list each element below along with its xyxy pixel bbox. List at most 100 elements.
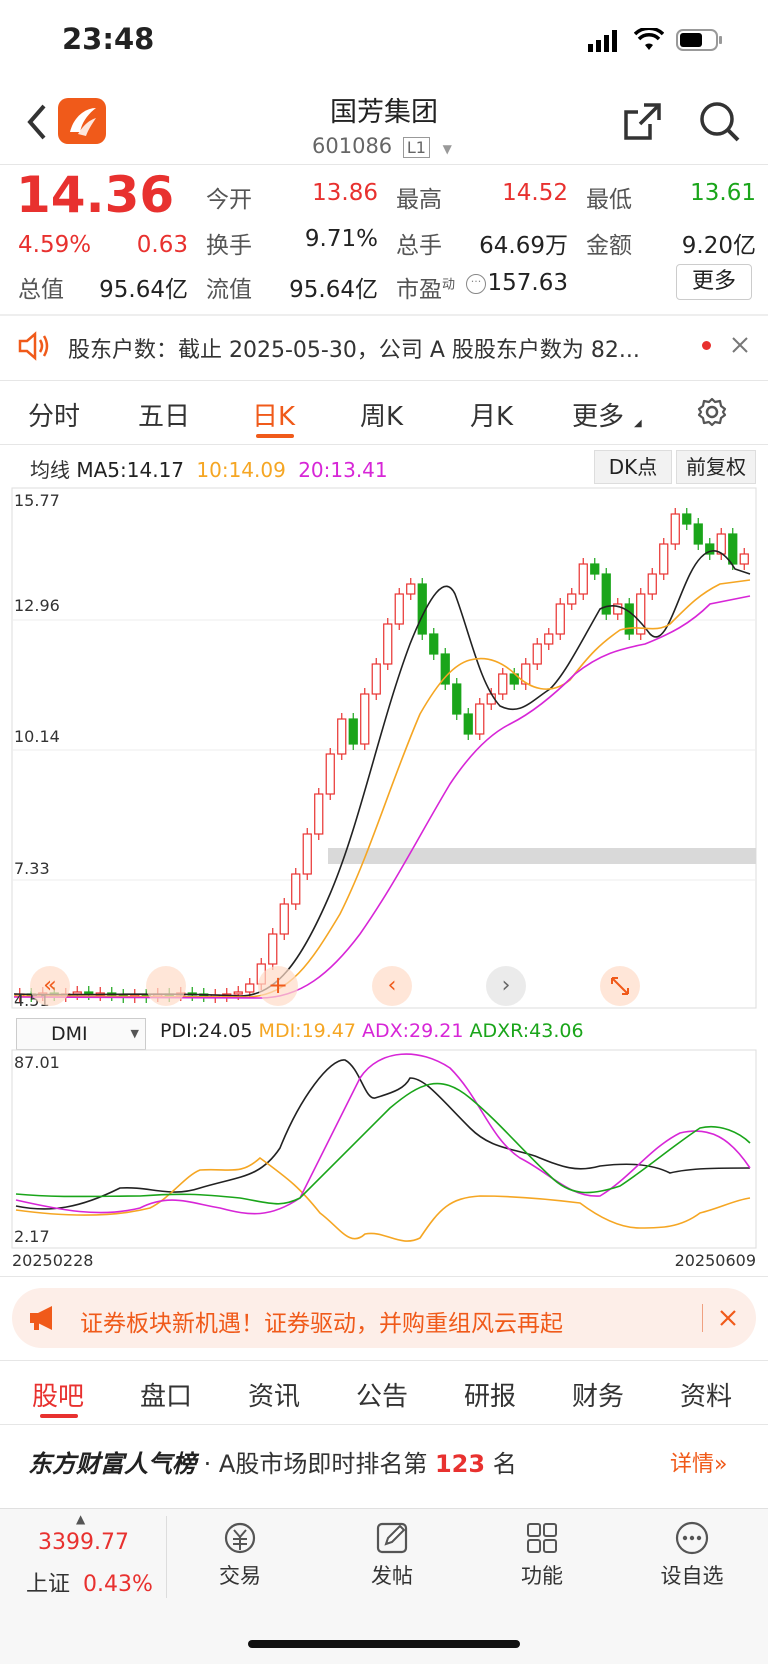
zoom-out-icon[interactable] xyxy=(146,966,186,1006)
more-button[interactable]: 更多 xyxy=(676,264,752,300)
candle-body xyxy=(279,903,289,935)
wifi-icon xyxy=(633,26,665,52)
signal-icon xyxy=(588,30,622,52)
tab-caiwu[interactable]: 财务 xyxy=(572,1382,625,1412)
ma10-line xyxy=(13,579,751,998)
candle-body xyxy=(245,983,255,993)
fuquan-button[interactable]: 前复权 xyxy=(676,450,756,484)
ad-divider xyxy=(702,1304,703,1332)
volume-label: 总手 xyxy=(396,233,442,259)
candle-body xyxy=(302,833,312,875)
nav-trade[interactable]: 交易 xyxy=(200,1520,280,1590)
prev-icon[interactable]: ‹ xyxy=(372,966,412,1006)
fast-back-icon[interactable]: « xyxy=(30,966,70,1006)
nav-function[interactable]: 功能 xyxy=(502,1520,582,1590)
candle-body xyxy=(406,583,416,595)
tab-wuri[interactable]: 五日 xyxy=(138,402,191,432)
tab-guba[interactable]: 股吧 xyxy=(32,1382,85,1412)
dmi-chart[interactable]: 87.01 2.17 20250228 20250609 xyxy=(0,1048,768,1272)
candle-body xyxy=(590,563,600,575)
stock-code[interactable]: 601086 L1 ▼ xyxy=(312,134,452,158)
search-icon[interactable] xyxy=(698,100,742,144)
next-icon[interactable]: › xyxy=(486,966,526,1006)
tab-yuek[interactable]: 月K xyxy=(470,402,514,432)
level-badge: L1 xyxy=(402,137,430,158)
rank-detail-link[interactable]: 详情» xyxy=(670,1446,727,1478)
tab-ziliao[interactable]: 资料 xyxy=(680,1382,733,1412)
tab-zhouk[interactable]: 周K xyxy=(360,402,404,432)
zoom-in-icon[interactable]: + xyxy=(258,966,298,1006)
ad-banner[interactable] xyxy=(12,1288,756,1348)
high-value: 14.52 xyxy=(502,180,568,206)
candle-body xyxy=(624,603,634,635)
tab-pankou[interactable]: 盘口 xyxy=(140,1382,193,1412)
notice-text[interactable]: 股东户数：截止 2025-05-30，公司 A 股股东户数为 82... xyxy=(68,338,640,363)
indicator-select[interactable]: DMI ▼ xyxy=(16,1018,146,1050)
candle-body xyxy=(682,513,692,525)
tab-gonggao[interactable]: 公告 xyxy=(356,1382,409,1412)
trade-icon xyxy=(224,1522,256,1554)
turnover-value: 9.71% xyxy=(304,226,378,252)
low-value: 13.61 xyxy=(690,180,756,206)
candle-body xyxy=(291,873,301,905)
candle-body xyxy=(659,543,669,575)
settings-gear-icon[interactable] xyxy=(696,396,728,428)
mcap-value: 95.64亿 xyxy=(99,277,188,303)
tab-yanbao[interactable]: 研报 xyxy=(464,1382,517,1412)
adxr-value: ADXR:43.06 xyxy=(469,1020,584,1042)
notice-dot xyxy=(702,341,711,350)
pe-sup: 动 xyxy=(442,277,456,293)
nav-post[interactable]: 发帖 xyxy=(352,1520,432,1590)
ad-close-icon[interactable] xyxy=(718,1308,738,1328)
candle-body xyxy=(693,523,703,545)
candle-body xyxy=(578,563,588,595)
tab-rik[interactable]: 日K xyxy=(252,402,296,432)
tab-zixun[interactable]: 资讯 xyxy=(248,1382,301,1412)
high-label: 最高 xyxy=(396,187,442,213)
close-icon[interactable] xyxy=(730,335,750,355)
status-time: 23:48 xyxy=(62,22,155,56)
nav-watchlist[interactable]: 设自选 xyxy=(652,1520,732,1590)
volume-value: 64.69万 xyxy=(479,233,568,259)
candle-body xyxy=(739,553,749,565)
y-tick: 12.96 xyxy=(14,596,60,615)
up-triangle-icon: ▲ xyxy=(76,1512,86,1526)
rank-prefix: · A股市场即时排名第 xyxy=(203,1450,428,1478)
share-icon[interactable] xyxy=(620,100,664,144)
candle-body xyxy=(567,593,577,605)
pdi-value: PDI:24.05 xyxy=(160,1020,253,1042)
dk-button[interactable]: DK点 xyxy=(594,450,672,484)
candle-body xyxy=(371,663,381,695)
amount-value: 9.20亿 xyxy=(681,233,756,259)
ma20-value: 20:13.41 xyxy=(298,458,388,482)
rank-brand: 东方财富人气榜 xyxy=(28,1450,196,1478)
index-pct: 0.43% xyxy=(83,1572,153,1597)
tab-more[interactable]: 更多 xyxy=(572,402,625,432)
expand-icon[interactable] xyxy=(600,966,640,1006)
post-icon xyxy=(376,1522,408,1554)
tab-more-triangle-icon: ◢ xyxy=(634,418,642,429)
y-tick: 7.33 xyxy=(14,859,50,878)
tab-fenshi[interactable]: 分时 xyxy=(28,402,81,432)
rank-suffix: 名 xyxy=(492,1450,517,1478)
float-value: 95.64亿 xyxy=(289,277,378,303)
pe-info-icon[interactable]: ··· xyxy=(466,274,486,294)
current-price: 14.36 xyxy=(16,166,175,224)
adxr-line xyxy=(15,1082,751,1205)
candle-body xyxy=(383,623,393,665)
ma-label: 均线 xyxy=(30,458,70,482)
candle-body xyxy=(452,683,462,715)
back-button[interactable] xyxy=(22,102,52,142)
bottom-nav xyxy=(0,1508,768,1664)
megaphone-icon xyxy=(28,1304,62,1332)
candle-body xyxy=(440,653,450,685)
kline-chart[interactable]: 15.77 12.96 10.14 7.33 4.51 xyxy=(0,484,768,1014)
candle-body xyxy=(429,633,439,655)
bottom-tab-underline xyxy=(40,1414,78,1418)
x-end: 20250609 xyxy=(675,1251,756,1270)
index-value[interactable]: 3399.77 xyxy=(38,1530,129,1555)
low-label: 最低 xyxy=(586,187,632,213)
rank-row[interactable]: 东方财富人气榜 · A股市场即时排名第 123 名 xyxy=(28,1444,517,1479)
index-row[interactable]: 上证 0.43% xyxy=(26,1566,153,1598)
nav-watchlist-label: 设自选 xyxy=(660,1564,724,1588)
